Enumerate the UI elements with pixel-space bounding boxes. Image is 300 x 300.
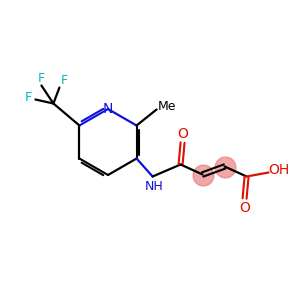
Text: N: N: [103, 102, 113, 116]
Text: O: O: [177, 127, 188, 140]
Text: OH: OH: [268, 164, 289, 178]
Text: Me: Me: [157, 100, 176, 113]
Text: O: O: [239, 200, 250, 214]
Text: NH: NH: [145, 180, 164, 193]
Text: F: F: [25, 91, 32, 104]
Text: F: F: [38, 72, 45, 85]
Text: F: F: [61, 74, 68, 87]
